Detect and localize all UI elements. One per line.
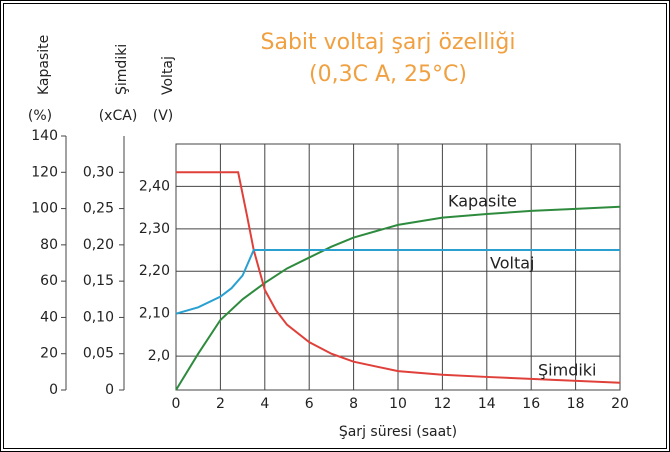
- y2-tick-label: 0,10: [83, 309, 114, 325]
- series-line: [175, 205, 621, 391]
- y3-axis-unit: (V): [153, 108, 174, 124]
- x-tick-label: 4: [260, 396, 269, 412]
- y2-tick-label: 0,15: [83, 273, 114, 289]
- series-label: Kapasite: [448, 192, 517, 211]
- y3-tick-label: 2,10: [139, 306, 170, 322]
- x-tick-label: 20: [611, 396, 629, 412]
- y3-tick-label: 2,20: [139, 263, 170, 279]
- y2-tick-label: 0,20: [83, 237, 114, 253]
- x-tick-label: 12: [433, 396, 451, 412]
- x-tick-label: 0: [172, 396, 181, 412]
- x-axis-label: Şarj süresi (saat): [339, 424, 457, 440]
- y3-axis-label: Voltaj: [160, 56, 176, 95]
- series-label: Şimdiki: [538, 361, 597, 380]
- x-tick-label: 14: [478, 396, 496, 412]
- x-tick-label: 6: [305, 396, 314, 412]
- y2-axis-unit: (xCA): [99, 108, 138, 124]
- x-tick-label: 16: [522, 396, 540, 412]
- series-line: [175, 249, 620, 315]
- x-tick-label: 18: [567, 396, 585, 412]
- y3-tick-label: 2,0: [148, 348, 170, 364]
- y-tick-label: 80: [40, 237, 58, 253]
- x-tick-label: 8: [349, 396, 358, 412]
- y-tick-label: 100: [31, 201, 58, 217]
- x-tick-label: 2: [216, 396, 225, 412]
- series-label: Voltaj: [490, 254, 534, 273]
- y2-tick-label: 0,05: [83, 346, 114, 362]
- chart-subtitle: (0,3C A, 25°C): [309, 62, 467, 87]
- y-axis-label: Kapasite: [36, 35, 52, 95]
- y2-tick-label: 0,30: [83, 164, 114, 180]
- series-line: [176, 171, 621, 384]
- y3-tick-label: 2,30: [139, 221, 170, 237]
- y3-tick-label: 2,40: [139, 178, 170, 194]
- y-tick-label: 20: [40, 346, 58, 362]
- y-tick-label: 60: [40, 273, 58, 289]
- y2-tick-label: 0,25: [83, 201, 114, 217]
- y-tick-label: 120: [31, 164, 58, 180]
- y2-axis-label: Şimdiki: [114, 44, 130, 95]
- y2-tick-label: 0: [105, 382, 114, 398]
- chart-title: Sabit voltaj şarj özelliği: [261, 30, 516, 55]
- x-tick-label: 10: [389, 396, 407, 412]
- y-tick-label: 140: [31, 128, 58, 144]
- y-axis-unit: (%): [28, 108, 52, 124]
- y-tick-label: 0: [49, 382, 58, 398]
- y-tick-label: 40: [40, 309, 58, 325]
